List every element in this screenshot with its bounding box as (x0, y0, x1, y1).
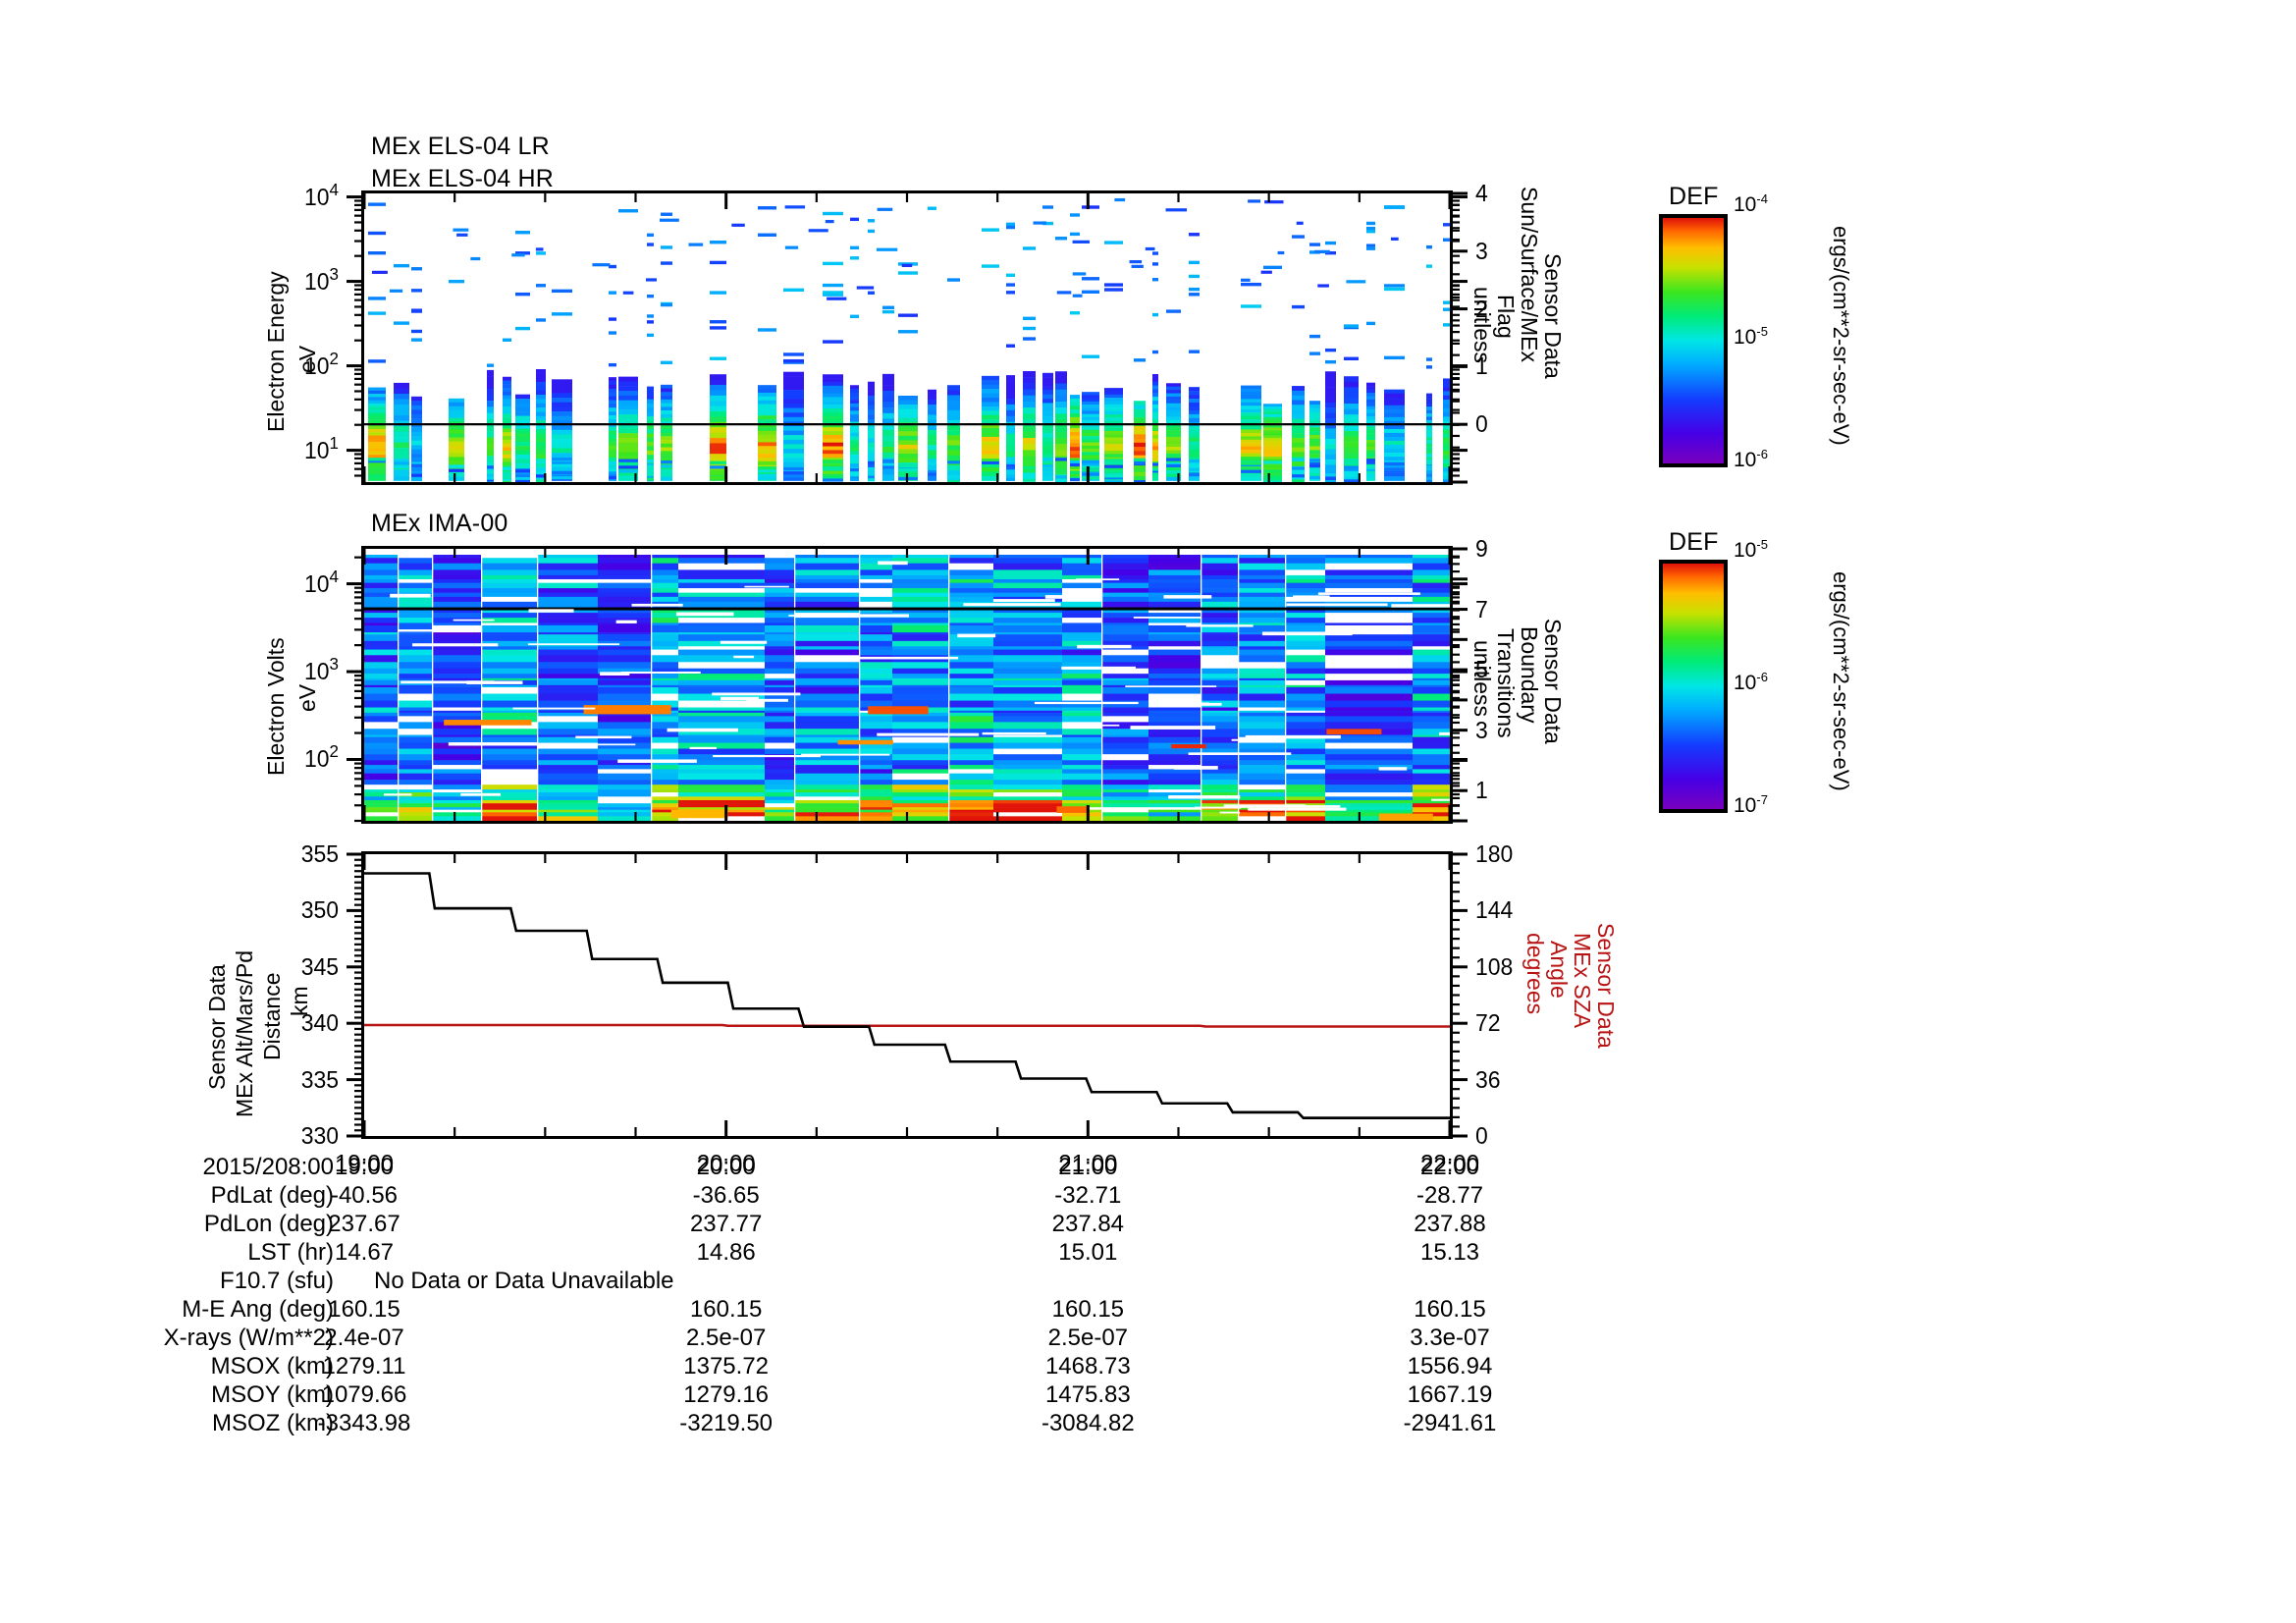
table-row-label: PdLat (deg) (210, 1182, 334, 1209)
table-row-label: X-rays (W/m**2) (163, 1325, 334, 1351)
table-cell-value: 1468.73 (1044, 1353, 1131, 1380)
table-cell-value: -2941.61 (1403, 1410, 1497, 1436)
table-row-label: PdLon (deg) (203, 1211, 334, 1237)
table-cell-value: 1279.16 (683, 1381, 770, 1408)
colorbar-1-top-label: 10-4 (1734, 191, 1768, 216)
table-cell-value: 237.84 (1051, 1211, 1125, 1237)
table-cell-value: 3.3e-07 (1410, 1325, 1490, 1351)
table-row-label: MSOY (km) (211, 1381, 334, 1408)
colorbar-1-units: ergs/(cm**2-sr-sec-eV) (1829, 226, 1853, 446)
table-row-label: MSOZ (km) (212, 1410, 334, 1436)
table-cell-value: 2.5e-07 (1047, 1325, 1129, 1351)
colorbar-2-top-label: 10-5 (1734, 537, 1768, 562)
table-cell-value: -36.65 (692, 1182, 760, 1209)
colorbar-1-title: DEF (1669, 183, 1719, 210)
table-cell-value: 1475.83 (1044, 1381, 1131, 1408)
colorbar-1-gradient (1663, 218, 1724, 463)
colorbar-2[interactable] (1659, 560, 1728, 813)
colorbar-1[interactable] (1659, 214, 1728, 467)
table-cell-value: 1556.94 (1407, 1353, 1493, 1380)
table-cell-value: 20:00 (696, 1154, 756, 1180)
table-cell-value: 2.4e-07 (324, 1325, 404, 1351)
table-cell-value: 21:00 (1058, 1154, 1118, 1180)
table-cell-value: 160.15 (1051, 1296, 1125, 1323)
table-cell-value: -28.77 (1415, 1182, 1484, 1209)
colorbar-2-bottom-label: 10-7 (1734, 792, 1768, 817)
table-cell-value: 160.15 (328, 1296, 400, 1323)
table-cell-value: 160.15 (1414, 1296, 1486, 1323)
table-row-label: 2015/208:00 (202, 1154, 334, 1180)
colorbar-2-units: ergs/(cm**2-sr-sec-eV) (1829, 571, 1853, 791)
table-cell-value: -40.56 (330, 1182, 399, 1209)
table-cell-value: 1375.72 (683, 1353, 770, 1380)
table-cell-value: 22:00 (1419, 1154, 1480, 1180)
table-row-label: LST (hr) (247, 1239, 334, 1266)
table-cell-value: 237.67 (328, 1211, 400, 1237)
table-cell-value: 1079.66 (321, 1381, 407, 1408)
colorbar-1-bottom-label: 10-6 (1734, 447, 1768, 471)
colorbar-2-gradient (1663, 564, 1724, 809)
table-cell-value: 160.15 (689, 1296, 763, 1323)
table-cell-value: 1279.11 (322, 1353, 406, 1380)
table-cell-value: -3343.98 (317, 1410, 411, 1436)
table-cell-value: 14.86 (696, 1239, 756, 1266)
table-cell-value: No Data or Data Unavailable (374, 1268, 674, 1294)
table-cell-value: 14.67 (334, 1239, 395, 1266)
table-cell-value: 15.01 (1058, 1239, 1118, 1266)
table-cell-value: 19:00 (334, 1154, 395, 1180)
table-cell-value: 2.5e-07 (685, 1325, 767, 1351)
table-row-label: M-E Ang (deg) (182, 1296, 334, 1323)
table-cell-value: 237.88 (1414, 1211, 1486, 1237)
table-cell-value: 237.77 (689, 1211, 763, 1237)
table-cell-value: -32.71 (1054, 1182, 1122, 1209)
colorbar-1-mid-label: 10-5 (1734, 324, 1768, 349)
table-cell-value: -3219.50 (679, 1410, 774, 1436)
colorbar-2-title: DEF (1669, 528, 1719, 556)
table-cell-value: -3084.82 (1041, 1410, 1135, 1436)
table-row-label: F10.7 (sfu) (219, 1268, 334, 1294)
table-cell-value: 1667.19 (1407, 1381, 1493, 1408)
table-cell-value: 15.13 (1419, 1239, 1480, 1266)
table-row-label: MSOX (km) (210, 1353, 334, 1380)
colorbar-2-mid-label: 10-6 (1734, 670, 1768, 694)
